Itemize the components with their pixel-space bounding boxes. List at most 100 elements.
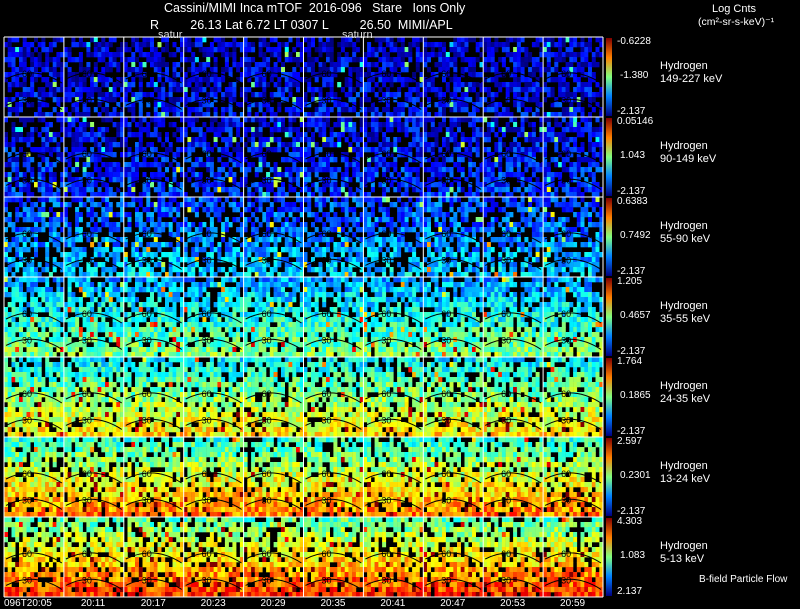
pixel	[397, 57, 402, 63]
pixel	[108, 62, 113, 68]
pixel	[105, 217, 110, 223]
pixel	[535, 222, 540, 228]
pixel	[284, 207, 289, 213]
pixel	[71, 257, 76, 263]
pixel	[165, 37, 169, 43]
pixel	[273, 122, 278, 128]
pixel	[52, 67, 57, 73]
pixel	[438, 192, 443, 198]
pixel	[355, 147, 360, 153]
pixel	[479, 162, 484, 168]
pixel	[513, 67, 518, 73]
pixel	[599, 112, 604, 118]
pixel	[352, 162, 357, 168]
pixel	[535, 102, 540, 108]
pixel	[131, 167, 136, 173]
pixel	[71, 192, 76, 198]
pixel	[415, 217, 420, 223]
pixel	[415, 212, 420, 218]
pixel	[4, 247, 8, 253]
pixel	[531, 147, 536, 153]
pixel	[442, 112, 446, 118]
pixel	[599, 87, 604, 93]
pixel	[7, 267, 12, 273]
pixel	[524, 222, 529, 228]
pixel	[168, 52, 173, 58]
pixel	[599, 127, 604, 133]
pixel	[198, 172, 203, 178]
pixel	[45, 57, 50, 63]
pixel	[329, 37, 334, 43]
pixel	[546, 202, 551, 208]
pixel	[90, 72, 95, 78]
pixel	[531, 172, 536, 178]
pixel	[475, 42, 480, 48]
pixel	[442, 222, 446, 228]
pixel	[546, 127, 551, 133]
pixel	[191, 97, 196, 103]
pixel	[251, 67, 256, 73]
pixel	[524, 262, 529, 268]
pixel	[266, 247, 271, 253]
pixel	[415, 207, 420, 213]
pixel	[393, 62, 398, 68]
pixel	[543, 252, 548, 258]
pixel	[138, 222, 143, 228]
pixel	[277, 232, 282, 238]
pixel	[322, 167, 327, 173]
pixel	[445, 137, 450, 143]
pixel	[67, 187, 72, 193]
pixel	[209, 227, 214, 233]
pixel	[67, 242, 72, 248]
pixel	[71, 72, 76, 78]
pixel	[326, 122, 330, 128]
pixel	[236, 252, 241, 258]
pixel	[52, 82, 57, 88]
pixel	[228, 92, 233, 98]
pixel	[254, 237, 259, 243]
pixel	[30, 232, 35, 238]
pixel	[198, 127, 203, 133]
pixel	[165, 132, 169, 138]
pixel	[340, 237, 345, 243]
pixel	[172, 207, 177, 213]
pixel	[479, 237, 484, 243]
contour-label: 30	[381, 255, 391, 265]
pixel	[535, 147, 540, 153]
pixel	[157, 77, 162, 83]
pixel	[180, 182, 184, 188]
pixel	[228, 142, 233, 148]
pixel	[63, 157, 68, 163]
contour-label: 30	[321, 175, 331, 185]
pixel	[254, 242, 259, 248]
pixel	[303, 207, 308, 213]
pixel	[355, 187, 360, 193]
pixel	[48, 182, 53, 188]
pixel	[501, 237, 506, 243]
pixel	[135, 147, 139, 153]
pixel	[228, 172, 233, 178]
pixel	[539, 192, 544, 198]
pixel	[146, 52, 151, 58]
pixel	[93, 252, 98, 258]
pixel	[588, 62, 592, 68]
pixel	[296, 87, 300, 93]
pixel	[206, 92, 211, 98]
pixel	[389, 37, 394, 43]
pixel	[150, 47, 154, 53]
pixel	[318, 187, 323, 193]
pixel	[202, 122, 207, 128]
pixel	[269, 117, 274, 123]
pixel	[539, 217, 544, 223]
pixel	[513, 102, 518, 108]
contour-line	[305, 98, 362, 110]
pixel	[472, 257, 476, 263]
pixel	[224, 122, 229, 128]
pixel	[131, 67, 136, 73]
pixel	[326, 267, 330, 273]
pixel	[475, 57, 480, 63]
pixel	[183, 132, 188, 138]
pixel	[187, 227, 192, 233]
pixel	[67, 122, 72, 128]
pixel	[60, 87, 65, 93]
